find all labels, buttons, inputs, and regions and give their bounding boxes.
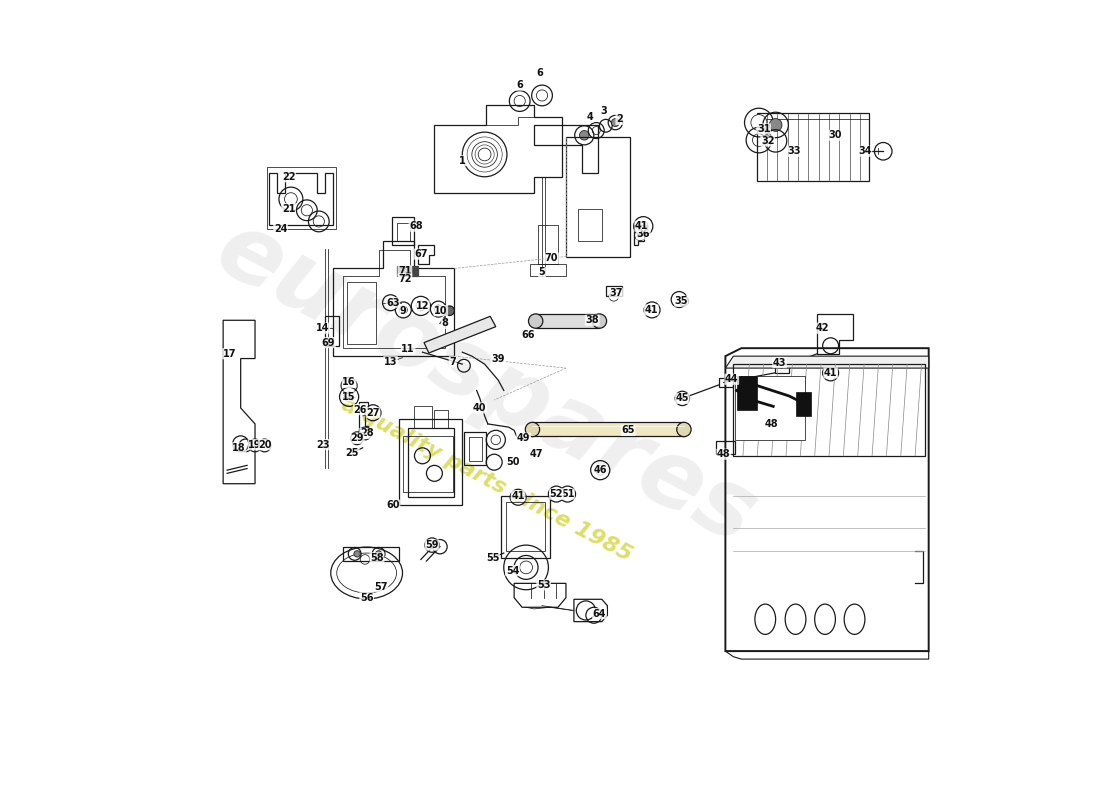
Circle shape	[285, 193, 297, 206]
Text: 69: 69	[321, 338, 336, 347]
Text: 37: 37	[609, 288, 623, 298]
Text: 59: 59	[426, 540, 439, 550]
Polygon shape	[532, 422, 684, 436]
Text: 53: 53	[537, 580, 550, 590]
Circle shape	[612, 118, 619, 126]
Text: 52: 52	[550, 489, 563, 499]
Text: 41: 41	[635, 222, 648, 231]
Text: 35: 35	[674, 296, 689, 306]
Polygon shape	[725, 356, 928, 368]
Text: 41: 41	[824, 368, 837, 378]
Text: 65: 65	[621, 426, 635, 435]
Text: 44: 44	[725, 374, 738, 384]
Text: 26: 26	[353, 405, 367, 414]
Text: 11: 11	[402, 344, 415, 354]
Text: 25: 25	[345, 448, 359, 458]
Text: 9: 9	[399, 306, 406, 316]
Polygon shape	[795, 392, 812, 416]
Text: 68: 68	[409, 222, 422, 231]
Circle shape	[519, 561, 532, 574]
Text: 43: 43	[773, 358, 786, 367]
Text: 18: 18	[232, 443, 246, 453]
Text: 39: 39	[492, 354, 505, 363]
Text: 24: 24	[274, 223, 287, 234]
Polygon shape	[424, 316, 496, 353]
Text: 49: 49	[517, 434, 530, 443]
Text: eurospares: eurospares	[201, 203, 771, 565]
Text: 5: 5	[539, 267, 546, 278]
Text: 4: 4	[586, 112, 593, 122]
Text: 34: 34	[858, 146, 871, 156]
Text: 56: 56	[360, 593, 373, 602]
Text: 21: 21	[282, 204, 295, 214]
Text: 38: 38	[585, 315, 600, 326]
Text: 8: 8	[441, 318, 448, 329]
Polygon shape	[737, 376, 757, 410]
Text: 55: 55	[486, 553, 499, 563]
Circle shape	[375, 550, 382, 557]
Text: 23: 23	[316, 440, 330, 450]
Text: 6: 6	[516, 80, 524, 90]
Text: 66: 66	[521, 330, 535, 340]
Text: 14: 14	[316, 323, 330, 334]
Text: 54: 54	[506, 566, 519, 576]
Circle shape	[526, 422, 540, 437]
Text: 12: 12	[416, 301, 429, 311]
Circle shape	[769, 118, 782, 131]
Circle shape	[676, 422, 691, 437]
Text: 16: 16	[342, 378, 356, 387]
Circle shape	[528, 314, 542, 328]
Text: 41: 41	[645, 305, 658, 315]
Text: 27: 27	[366, 408, 379, 418]
Text: 41: 41	[512, 490, 525, 501]
Text: 47: 47	[530, 450, 543, 459]
Text: 3: 3	[600, 106, 607, 117]
Text: 2: 2	[616, 114, 623, 124]
Text: 45: 45	[675, 394, 689, 403]
Text: 60: 60	[386, 500, 399, 510]
Text: a quality parts since 1985: a quality parts since 1985	[338, 394, 635, 565]
Text: 1: 1	[459, 156, 465, 166]
Circle shape	[416, 301, 426, 310]
Text: 58: 58	[371, 553, 384, 563]
Text: 7: 7	[450, 357, 456, 366]
Text: 42: 42	[816, 323, 829, 334]
Text: 40: 40	[473, 403, 486, 413]
Polygon shape	[397, 266, 418, 277]
Text: 15: 15	[342, 392, 356, 402]
Text: 32: 32	[761, 136, 774, 146]
Text: 6: 6	[537, 68, 543, 78]
Text: 63: 63	[386, 298, 399, 308]
Text: 57: 57	[374, 582, 387, 591]
Text: 48: 48	[764, 419, 779, 429]
Text: 48: 48	[717, 450, 730, 459]
Text: 10: 10	[434, 306, 448, 316]
Text: 19: 19	[249, 440, 262, 450]
Circle shape	[751, 114, 767, 130]
Text: 46: 46	[594, 465, 607, 475]
Text: 50: 50	[506, 457, 519, 467]
Text: 22: 22	[282, 172, 295, 182]
Polygon shape	[735, 376, 805, 440]
Circle shape	[354, 550, 361, 557]
Text: 28: 28	[360, 429, 374, 438]
Polygon shape	[536, 314, 600, 328]
Text: 13: 13	[384, 357, 397, 366]
Text: 20: 20	[258, 440, 272, 450]
Circle shape	[592, 314, 606, 328]
Text: 33: 33	[788, 146, 801, 156]
Text: 17: 17	[223, 349, 236, 358]
Text: 70: 70	[544, 253, 559, 263]
Circle shape	[444, 306, 454, 315]
Text: 31: 31	[757, 124, 770, 134]
Text: 64: 64	[593, 609, 606, 618]
Text: 67: 67	[414, 249, 428, 259]
Text: 71: 71	[398, 266, 411, 276]
Text: 72: 72	[398, 274, 411, 284]
Circle shape	[580, 130, 590, 140]
Text: 51: 51	[561, 489, 574, 499]
Text: 36: 36	[637, 229, 650, 239]
Text: 30: 30	[828, 130, 843, 140]
Text: 29: 29	[350, 434, 364, 443]
